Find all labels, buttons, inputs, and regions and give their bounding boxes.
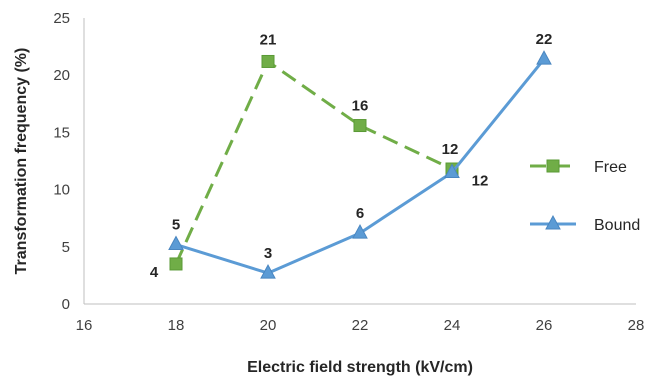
x-tick-label: 18 xyxy=(168,317,185,334)
x-axis-title: Electric field strength (kV/cm) xyxy=(247,359,473,376)
series-layer: 4 21 16 12 5 3 6 12 22 xyxy=(150,31,553,281)
legend: Free Bound xyxy=(530,159,640,234)
tick-labels: 0 5 10 15 20 25 16 18 20 22 24 26 28 xyxy=(53,10,644,334)
data-point-marker xyxy=(352,224,368,239)
data-label: 12 xyxy=(442,141,459,158)
data-point-marker xyxy=(169,257,183,271)
y-tick-label: 0 xyxy=(62,296,70,313)
legend-item-bound: Bound xyxy=(530,214,640,234)
data-point-marker xyxy=(444,163,460,178)
legend-label: Bound xyxy=(594,217,640,234)
y-tick-label: 15 xyxy=(53,124,70,141)
x-tick-label: 26 xyxy=(536,317,553,334)
legend-marker xyxy=(545,214,561,230)
x-tick-label: 28 xyxy=(628,317,645,334)
data-label: 3 xyxy=(264,245,272,262)
y-tick-label: 10 xyxy=(53,182,70,199)
data-label: 6 xyxy=(356,205,364,222)
y-tick-label: 25 xyxy=(53,10,70,27)
legend-marker xyxy=(546,159,560,173)
data-point-marker xyxy=(168,235,184,251)
y-tick-label: 20 xyxy=(53,67,70,84)
data-point-marker xyxy=(261,54,275,68)
x-tick-label: 20 xyxy=(260,317,277,334)
y-axis-title: Transformation frequency (%) xyxy=(13,48,30,275)
series-line-free xyxy=(174,59,453,265)
data-point-marker xyxy=(353,119,367,133)
legend-label: Free xyxy=(594,159,627,176)
x-tick-label: 22 xyxy=(352,317,369,334)
data-point-marker xyxy=(260,264,276,279)
data-label: 4 xyxy=(150,264,159,281)
y-tick-label: 5 xyxy=(62,239,70,256)
x-tick-label: 16 xyxy=(76,317,93,334)
data-label: 16 xyxy=(352,98,369,115)
x-tick-label: 24 xyxy=(444,317,461,334)
data-label: 12 xyxy=(472,172,489,189)
data-point-marker xyxy=(536,50,552,65)
data-label: 22 xyxy=(536,31,553,48)
legend-item-free: Free xyxy=(530,159,627,176)
data-label: 21 xyxy=(260,31,277,48)
series-free: 4 21 16 12 xyxy=(150,31,459,281)
series-line-bound xyxy=(175,58,546,275)
data-label: 5 xyxy=(172,217,180,234)
series-bound: 5 3 6 12 22 xyxy=(168,31,553,279)
axes xyxy=(83,18,636,305)
